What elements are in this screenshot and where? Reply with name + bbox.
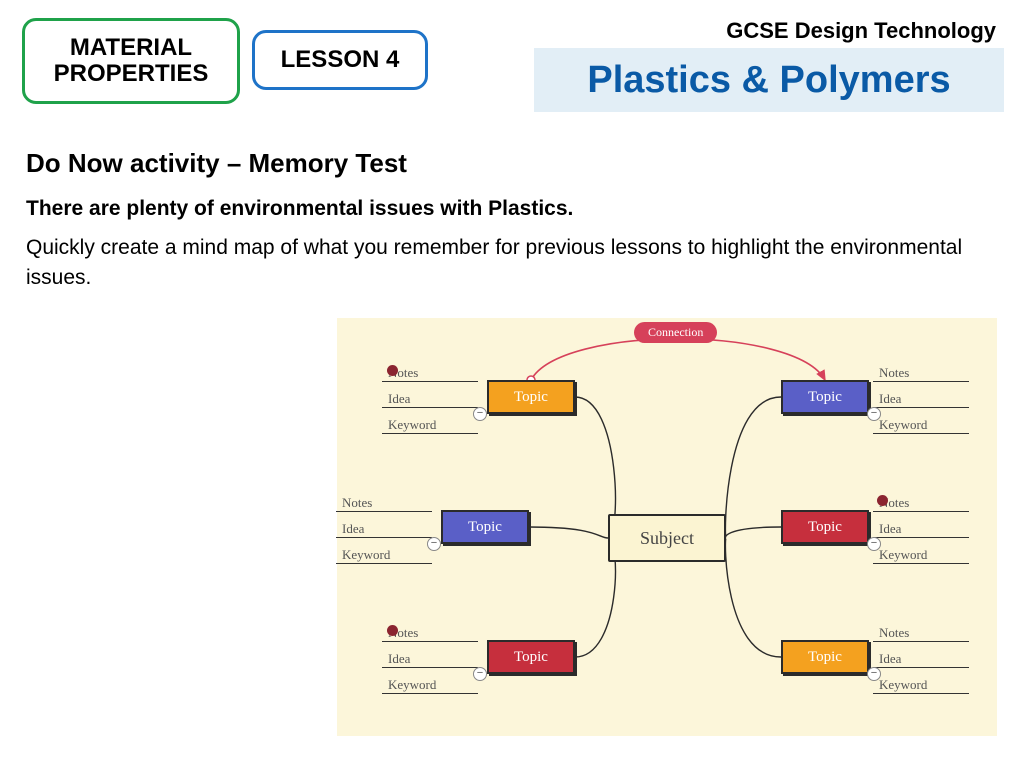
lead-sentence: There are plenty of environmental issues… bbox=[26, 197, 998, 221]
topic-node: Topic bbox=[781, 510, 869, 544]
collapse-icon: − bbox=[473, 407, 487, 421]
leaf-label: Idea bbox=[879, 391, 901, 407]
leaf-label: Notes bbox=[879, 365, 909, 381]
badge-line2: PROPERTIES bbox=[54, 61, 209, 87]
leaf-underline bbox=[336, 511, 432, 512]
leaf-underline bbox=[873, 433, 969, 434]
leaf-label: Notes bbox=[342, 495, 372, 511]
topic-node: Topic bbox=[781, 640, 869, 674]
connection-pill: Connection bbox=[634, 322, 717, 343]
leaf-underline bbox=[336, 563, 432, 564]
leaf-underline bbox=[382, 407, 478, 408]
subject-node: Subject bbox=[608, 514, 726, 562]
collapse-icon: − bbox=[473, 667, 487, 681]
leaf-label: Keyword bbox=[388, 417, 436, 433]
material-properties-badge: MATERIAL PROPERTIES bbox=[22, 18, 240, 104]
leaf-label: Idea bbox=[879, 521, 901, 537]
leaf-underline bbox=[873, 667, 969, 668]
leaf-underline bbox=[382, 667, 478, 668]
slide-header: MATERIAL PROPERTIES LESSON 4 GCSE Design… bbox=[0, 0, 1024, 120]
leaf-underline bbox=[382, 693, 478, 694]
paragraph: Quickly create a mind map of what you re… bbox=[26, 233, 998, 294]
leaf-underline bbox=[873, 407, 969, 408]
body-text: Do Now activity – Memory Test There are … bbox=[26, 148, 998, 294]
topic-node: Topic bbox=[781, 380, 869, 414]
leaf-underline bbox=[873, 511, 969, 512]
leaf-label: Idea bbox=[388, 391, 410, 407]
mindmap-diagram: Connection Subject Topic Notes Idea Keyword… bbox=[337, 318, 997, 736]
leaf-label: Idea bbox=[388, 651, 410, 667]
leaf-underline bbox=[873, 563, 969, 564]
leaf-label: Keyword bbox=[879, 417, 927, 433]
leaf-underline bbox=[382, 433, 478, 434]
activity-title: Do Now activity – Memory Test bbox=[26, 148, 998, 179]
leaf-underline bbox=[873, 641, 969, 642]
topic-title: Plastics & Polymers bbox=[587, 59, 950, 102]
leaf-label: Keyword bbox=[342, 547, 390, 563]
leaf-label: Idea bbox=[879, 651, 901, 667]
leaf-underline bbox=[873, 537, 969, 538]
collapse-icon: − bbox=[867, 407, 881, 421]
leaf-underline bbox=[382, 381, 478, 382]
note-dot-icon bbox=[877, 495, 888, 506]
badge-line1: MATERIAL bbox=[70, 35, 192, 61]
topic-node: Topic bbox=[487, 640, 575, 674]
lesson-label: LESSON 4 bbox=[281, 47, 400, 73]
collapse-icon: − bbox=[427, 537, 441, 551]
topic-node: Topic bbox=[487, 380, 575, 414]
note-dot-icon bbox=[387, 625, 398, 636]
lesson-badge: LESSON 4 bbox=[252, 30, 428, 90]
leaf-underline bbox=[336, 537, 432, 538]
collapse-icon: − bbox=[867, 667, 881, 681]
course-label: GCSE Design Technology bbox=[726, 18, 996, 44]
leaf-label: Keyword bbox=[879, 677, 927, 693]
topic-node: Topic bbox=[441, 510, 529, 544]
leaf-underline bbox=[873, 693, 969, 694]
leaf-underline bbox=[873, 381, 969, 382]
leaf-label: Keyword bbox=[388, 677, 436, 693]
leaf-label: Idea bbox=[342, 521, 364, 537]
collapse-icon: − bbox=[867, 537, 881, 551]
leaf-label: Notes bbox=[879, 625, 909, 641]
note-dot-icon bbox=[387, 365, 398, 376]
leaf-underline bbox=[382, 641, 478, 642]
leaf-label: Keyword bbox=[879, 547, 927, 563]
topic-banner: Plastics & Polymers bbox=[534, 48, 1004, 112]
